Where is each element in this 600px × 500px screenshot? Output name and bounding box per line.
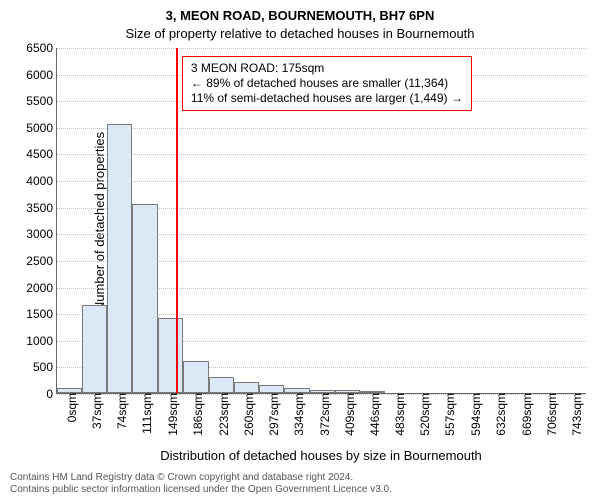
y-tick-label: 1000 <box>7 334 57 348</box>
footer: Contains HM Land Registry data © Crown c… <box>10 472 590 496</box>
x-tick-label: 74sqm <box>109 393 129 429</box>
chart-title: 3, MEON ROAD, BOURNEMOUTH, BH7 6PN <box>0 8 600 23</box>
gridline <box>57 154 586 155</box>
x-tick-label: 594sqm <box>463 393 483 436</box>
y-tick-label: 0 <box>7 387 57 401</box>
histogram-bar <box>107 124 132 393</box>
x-tick-label: 409sqm <box>337 393 357 436</box>
annotation-box: 3 MEON ROAD: 175sqm← 89% of detached hou… <box>182 56 472 111</box>
y-tick-label: 5000 <box>7 121 57 135</box>
y-tick-label: 1500 <box>7 307 57 321</box>
footer-line: Contains HM Land Registry data © Crown c… <box>10 472 590 484</box>
x-tick-label: 149sqm <box>160 393 180 436</box>
gridline <box>57 128 586 129</box>
gridline <box>57 181 586 182</box>
x-tick-label: 223sqm <box>211 393 231 436</box>
x-tick-label: 632sqm <box>488 393 508 436</box>
x-tick-label: 483sqm <box>387 393 407 436</box>
y-tick-label: 4500 <box>7 147 57 161</box>
gridline <box>57 48 586 49</box>
histogram-bar <box>158 318 183 393</box>
annotation-line: ← 89% of detached houses are smaller (11… <box>191 76 463 91</box>
x-tick-label: 37sqm <box>84 393 104 429</box>
x-tick-label: 372sqm <box>312 393 332 436</box>
x-tick-label: 334sqm <box>286 393 306 436</box>
y-tick-label: 2000 <box>7 281 57 295</box>
footer-line: Contains public sector information licen… <box>10 484 590 496</box>
x-tick-label: 446sqm <box>362 393 382 436</box>
histogram-bar <box>259 385 284 393</box>
x-tick-label: 111sqm <box>134 393 154 434</box>
y-tick-label: 3000 <box>7 227 57 241</box>
y-tick-label: 3500 <box>7 201 57 215</box>
histogram-bar <box>183 361 208 393</box>
plot-area: 0500100015002000250030003500400045005000… <box>56 48 586 394</box>
x-tick-label: 260sqm <box>236 393 256 436</box>
histogram-bar <box>209 377 234 393</box>
y-tick-label: 500 <box>7 360 57 374</box>
x-tick-label: 706sqm <box>539 393 559 436</box>
y-tick-label: 4000 <box>7 174 57 188</box>
chart-subtitle: Size of property relative to detached ho… <box>0 26 600 41</box>
marker-line <box>176 48 178 393</box>
x-tick-label: 743sqm <box>564 393 584 436</box>
y-tick-label: 2500 <box>7 254 57 268</box>
x-tick-label: 669sqm <box>514 393 534 436</box>
x-tick-label: 0sqm <box>59 393 79 422</box>
y-tick-label: 6000 <box>7 68 57 82</box>
annotation-line: 11% of semi-detached houses are larger (… <box>191 91 463 106</box>
x-tick-label: 186sqm <box>185 393 205 436</box>
y-tick-label: 5500 <box>7 94 57 108</box>
x-tick-label: 297sqm <box>261 393 281 436</box>
histogram-bar <box>234 382 259 393</box>
x-axis-label: Distribution of detached houses by size … <box>56 448 586 463</box>
annotation-line: 3 MEON ROAD: 175sqm <box>191 61 463 76</box>
histogram-bar <box>132 204 158 393</box>
histogram-bar <box>82 305 107 393</box>
y-tick-label: 6500 <box>7 41 57 55</box>
x-tick-label: 520sqm <box>412 393 432 436</box>
x-tick-label: 557sqm <box>437 393 457 436</box>
